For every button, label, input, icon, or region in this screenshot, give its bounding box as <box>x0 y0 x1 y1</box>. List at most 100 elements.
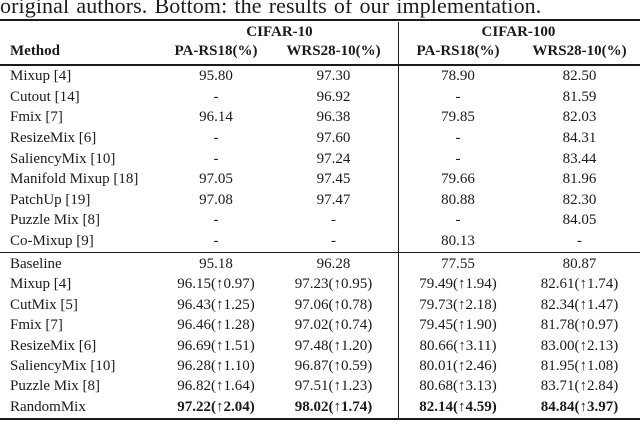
table-row: RandomMix 97.22(↑2.04) 98.02(↑1.74) 82.14(↑… <box>0 397 640 417</box>
value-cell: 96.46(↑1.28) <box>177 317 255 334</box>
value-cell: 79.85 <box>441 109 475 126</box>
value-cell: 80.88 <box>441 191 475 208</box>
table-row: Cutout [14] - 96.92 - 81.59 <box>0 87 640 108</box>
value-cell: - <box>331 233 336 250</box>
method-cell: Fmix [7] <box>10 109 63 126</box>
column-header-pars18-c100: PA-RS18(%) <box>416 43 500 59</box>
value-cell: 96.82(↑1.64) <box>177 378 255 395</box>
method-cell: ResizeMix [6] <box>10 129 97 146</box>
value-cell: 96.92 <box>316 88 351 105</box>
value-cell: 97.47 <box>316 191 351 208</box>
method-cell: Mixup [4] <box>10 68 72 84</box>
value-cell: 97.48(↑1.20) <box>294 337 373 354</box>
value-cell: 79.73(↑2.18) <box>419 296 497 313</box>
value-cell: 82.61(↑1.74) <box>540 276 619 293</box>
method-cell: Mixup [4] <box>10 276 72 293</box>
value-cell: 96.38 <box>316 109 351 126</box>
method-cell: Puzzle Mix [8] <box>10 378 100 395</box>
value-cell: 80.66(↑3.11) <box>419 337 497 354</box>
method-cell: Co-Mixup [9] <box>10 233 94 250</box>
value-cell: 80.68(↑3.13) <box>419 378 497 395</box>
value-cell: 96.28 <box>316 256 351 272</box>
column-header-pars18-c10: PA-RS18(%) <box>174 43 258 59</box>
value-cell: 96.87(↑0.59) <box>294 357 373 374</box>
value-cell: 80.87 <box>562 256 597 272</box>
value-cell: 97.05 <box>199 171 233 188</box>
column-header-method: Method <box>10 43 60 59</box>
value-cell: 97.24 <box>316 150 351 167</box>
table-row: CutMix [5] 96.43(↑1.25) 97.06(↑0.78) 79.73(… <box>0 295 640 315</box>
table-row: Puzzle Mix [8] 96.82(↑1.64) 97.51(↑1.23) 80… <box>0 376 640 396</box>
method-cell: Puzzle Mix [8] <box>10 212 100 229</box>
value-cell: 82.14(↑4.59) <box>419 398 497 415</box>
method-cell: ResizeMix [6] <box>10 337 97 354</box>
table-row: PatchUp [19] 97.08 97.47 80.88 82.30 <box>0 190 640 211</box>
value-cell: 80.13 <box>441 233 475 250</box>
value-cell: 96.43(↑1.25) <box>177 296 255 313</box>
value-cell: 97.08 <box>199 191 233 208</box>
value-cell: 82.03 <box>562 109 597 126</box>
method-cell: Manifold Mixup [18] <box>10 171 139 188</box>
column-header-wrs2810-c100: WRS28-10(%) <box>532 43 627 59</box>
value-cell: 98.02(↑1.74) <box>294 398 373 415</box>
table-row: ResizeMix [6] - 97.60 - 84.31 <box>0 128 640 149</box>
value-cell: 95.80 <box>199 68 233 84</box>
value-cell: 96.69(↑1.51) <box>177 337 255 354</box>
table-mid-rule <box>0 251 640 254</box>
table-row: Baseline 95.18 96.28 77.55 80.87 <box>0 254 640 274</box>
value-cell: - <box>455 150 461 167</box>
value-cell: 97.45 <box>316 171 351 188</box>
group-header-cifar10: CIFAR-10 <box>246 23 313 40</box>
value-cell: 96.28(↑1.10) <box>177 357 255 374</box>
value-cell: 97.60 <box>316 129 351 146</box>
value-cell: 79.45(↑1.90) <box>419 317 497 334</box>
value-cell: 82.30 <box>562 191 597 208</box>
value-cell: - <box>213 233 219 250</box>
table-row: Co-Mixup [9] - - 80.13 - <box>0 231 640 252</box>
value-cell: 82.50 <box>562 68 597 84</box>
value-cell: 97.02(↑0.74) <box>294 317 373 334</box>
value-cell: 83.71(↑2.84) <box>540 378 619 395</box>
table-row: Fmix [7] 96.46(↑1.28) 97.02(↑0.74) 79.45(↑1… <box>0 315 640 335</box>
group-header-cifar100: CIFAR-100 <box>481 23 556 40</box>
method-cell: SaliencyMix [10] <box>10 357 116 374</box>
table-group-header-row: CIFAR-10 CIFAR-100 <box>0 22 640 43</box>
value-cell: 81.78(↑0.97) <box>540 317 619 334</box>
method-cell: Baseline <box>10 256 62 272</box>
table-row: Fmix [7] 96.14 96.38 79.85 82.03 <box>0 107 640 128</box>
method-cell: Fmix [7] <box>10 317 63 334</box>
value-cell: 83.00(↑2.13) <box>540 337 619 354</box>
method-cell: CutMix [5] <box>10 296 78 313</box>
value-cell: 79.66 <box>441 171 475 188</box>
value-cell: - <box>213 88 219 105</box>
table-row: Mixup [4] 96.15(↑0.97) 97.23(↑0.95) 79.49(↑… <box>0 274 640 294</box>
table-row: ResizeMix [6] 96.69(↑1.51) 97.48(↑1.20) 80.… <box>0 336 640 356</box>
value-cell: 84.05 <box>562 212 597 229</box>
method-cell: PatchUp [19] <box>10 191 91 208</box>
value-cell: 97.22(↑2.04) <box>177 398 255 415</box>
method-cell: SaliencyMix [10] <box>10 150 116 167</box>
value-cell: 82.34(↑1.47) <box>540 296 619 313</box>
published-results-section: Mixup [4] 95.80 97.30 78.90 82.50 Cutout [14]… <box>0 66 640 252</box>
value-cell: 96.15(↑0.97) <box>177 276 255 293</box>
value-cell: 83.44 <box>562 150 597 167</box>
table-bottom-rule <box>0 418 640 421</box>
column-header-wrs2810-c10: WRS28-10(%) <box>286 43 381 59</box>
table-row: Puzzle Mix [8] - - - 84.05 <box>0 210 640 231</box>
table-row: Mixup [4] 95.80 97.30 78.90 82.50 <box>0 66 640 87</box>
value-cell: - <box>577 233 582 250</box>
value-cell: 97.23(↑0.95) <box>294 276 373 293</box>
value-cell: 97.30 <box>316 68 351 84</box>
value-cell: - <box>213 129 219 146</box>
our-implementation-section: Baseline 95.18 96.28 77.55 80.87 Mixup [4] 96.… <box>0 254 640 417</box>
value-cell: 95.18 <box>199 256 233 272</box>
table-top-rule <box>0 19 640 22</box>
value-cell: 77.55 <box>441 256 475 272</box>
value-cell: 78.90 <box>441 68 475 84</box>
table-row: SaliencyMix [10] - 97.24 - 83.44 <box>0 149 640 170</box>
value-cell: - <box>455 129 461 146</box>
value-cell: - <box>213 212 219 229</box>
method-cell: RandomMix <box>10 398 86 415</box>
method-cell: Cutout [14] <box>10 88 80 105</box>
